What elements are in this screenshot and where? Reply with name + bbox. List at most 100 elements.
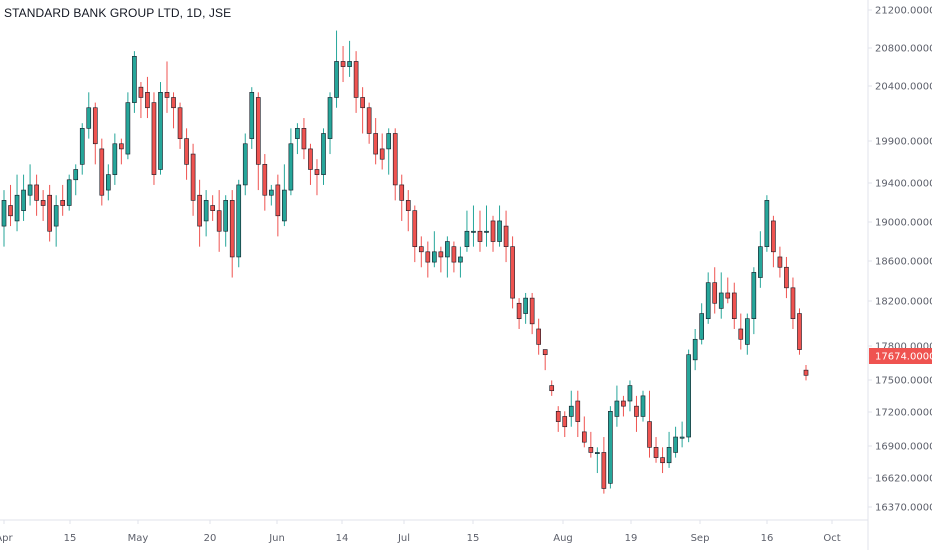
candle-down: [438, 246, 444, 273]
candle-body: [588, 447, 594, 453]
candle-down: [405, 190, 411, 232]
candle-body: [262, 164, 268, 196]
candle-body: [340, 61, 346, 67]
candle-up: [445, 236, 450, 278]
candle-body: [679, 436, 685, 439]
candle-body: [27, 184, 33, 196]
candle-body: [125, 102, 131, 155]
candle-up: [608, 406, 613, 489]
candle-body: [529, 297, 535, 325]
candle-body: [731, 292, 737, 319]
candle-body: [138, 86, 144, 98]
price-tick-label: 16370.0000: [875, 503, 932, 514]
candle-up: [432, 231, 437, 268]
candle-up: [627, 380, 633, 412]
candle-body: [718, 292, 724, 309]
candle-down: [634, 395, 639, 432]
candle-up: [718, 272, 724, 319]
candle-body: [223, 200, 229, 232]
candle-up: [288, 128, 294, 196]
candle-body: [536, 328, 541, 345]
candle-up: [751, 267, 757, 335]
candle-down: [549, 380, 555, 396]
candle-down: [171, 92, 176, 129]
candle-up: [53, 195, 59, 247]
candle-down: [660, 447, 665, 474]
candle-body: [458, 256, 463, 263]
candle-body: [216, 210, 222, 232]
candle-up: [666, 431, 672, 468]
candle-body: [1, 200, 7, 227]
candle-body: [73, 169, 79, 181]
time-tick-label: 19: [625, 533, 638, 544]
candle-body: [132, 56, 137, 103]
candles-layer: [1, 30, 809, 494]
candle-body: [425, 251, 431, 263]
candle-down: [366, 102, 372, 144]
candle-body: [392, 133, 398, 186]
candle-body: [712, 282, 718, 304]
candle-up: [764, 195, 770, 252]
candle-down: [647, 390, 652, 458]
candle-body: [503, 225, 509, 247]
candle-body: [164, 92, 170, 98]
candle-down: [360, 87, 365, 134]
candle-body: [171, 97, 176, 109]
candle-down: [653, 437, 659, 463]
candle-up: [1, 190, 7, 247]
price-tick-label: 16620.0000: [875, 474, 932, 485]
candle-up: [568, 390, 574, 427]
candle-body: [490, 220, 496, 242]
candle-up: [673, 426, 678, 458]
candle-body: [471, 230, 476, 233]
time-axis[interactable]: Apr 15 May 20 Jun 14 Jul 15 Aug 19 Sep 16 Oct: [0, 520, 841, 544]
candle-down: [536, 318, 541, 355]
candle-body: [477, 230, 483, 242]
candle-body: [699, 313, 704, 340]
candle-down: [392, 128, 398, 201]
candle-up: [614, 385, 620, 427]
candle-up: [249, 87, 255, 149]
price-axis[interactable]: 21200.0000 20800.0000 20400.0000 19900.0000…: [868, 6, 932, 514]
candle-down: [210, 195, 215, 221]
candle-body: [784, 266, 789, 289]
candle-body: [92, 107, 98, 145]
candle-down: [190, 143, 196, 216]
candle-down: [601, 437, 607, 494]
time-tick-label: Jul: [397, 533, 410, 544]
candle-up: [21, 174, 26, 221]
candle-down: [790, 277, 796, 329]
candle-body: [379, 148, 385, 160]
candle-body: [555, 411, 561, 422]
candle-up: [223, 195, 229, 247]
price-tick-label: 17500.0000: [875, 376, 932, 387]
candle-body: [660, 457, 665, 464]
candle-up: [27, 164, 33, 206]
candle-body: [158, 92, 163, 170]
candle-up: [744, 313, 750, 355]
candle-down: [562, 411, 568, 438]
candle-body: [601, 452, 607, 489]
candle-down: [425, 241, 431, 278]
candle-down: [197, 179, 202, 247]
candle-up: [14, 174, 20, 232]
candle-up: [595, 447, 600, 474]
candle-body: [777, 256, 783, 268]
candle-body: [399, 184, 405, 201]
candle-down: [99, 138, 105, 206]
price-tick-label: 17200.0000: [875, 408, 932, 419]
candle-body: [484, 230, 489, 233]
candle-body: [177, 107, 183, 139]
candle-body: [744, 318, 750, 345]
candle-body: [445, 241, 450, 258]
candle-down: [490, 215, 496, 252]
candle-body: [758, 246, 763, 278]
last-price-label: 17674.0000: [875, 352, 932, 363]
candle-up: [334, 30, 339, 108]
candle-body: [653, 447, 659, 458]
candle-down: [275, 174, 281, 237]
candle-down: [8, 184, 13, 227]
candle-down: [301, 118, 307, 160]
candle-down: [379, 133, 385, 170]
